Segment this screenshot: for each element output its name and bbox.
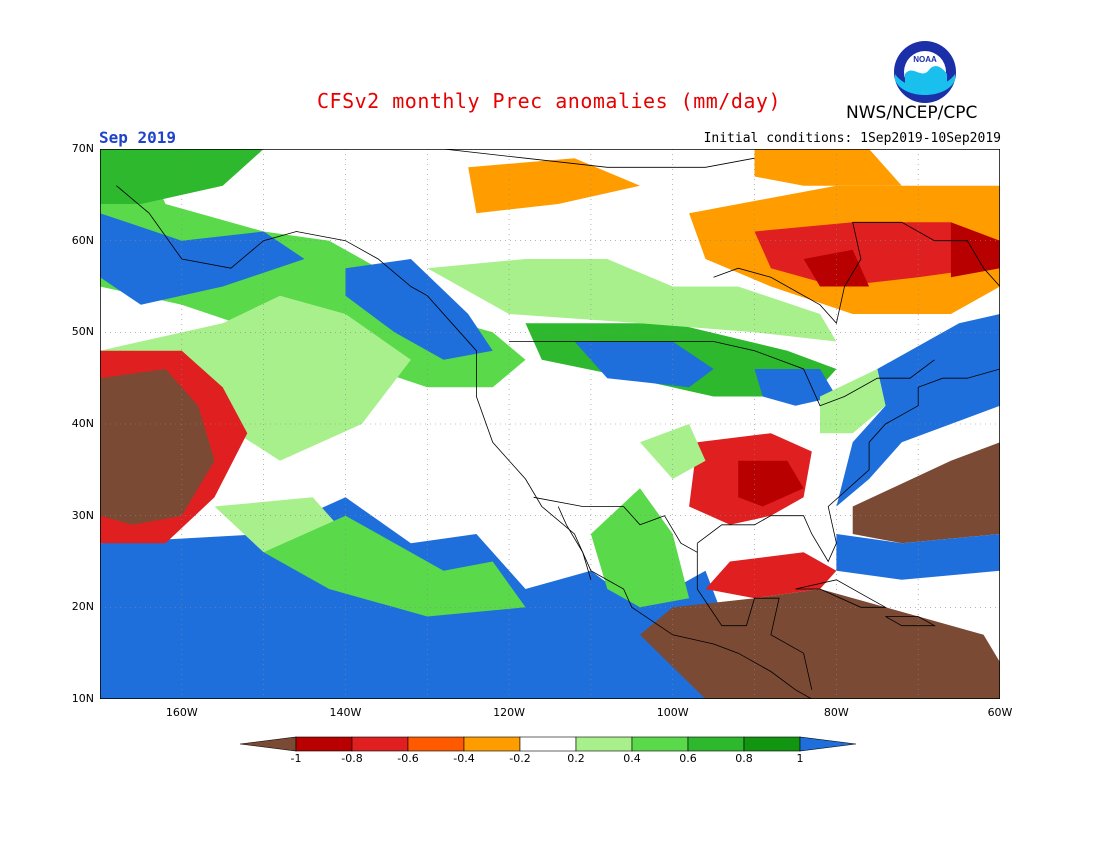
coast-arctic — [345, 149, 755, 168]
colorbar-segment — [519, 736, 577, 752]
colorbar-label: -0.8 — [341, 752, 363, 765]
anomaly-map — [100, 149, 1000, 699]
darkred-hudson — [803, 249, 870, 287]
latitude-label: 10N — [71, 692, 94, 705]
latitude-label: 50N — [71, 325, 94, 339]
brown-atlantic — [852, 442, 1000, 544]
coast-gulf-mexico-west — [696, 543, 813, 690]
coast-cuba — [795, 579, 888, 608]
longitude-label: 80W — [823, 706, 849, 719]
blue-atlantic-ne — [836, 314, 1000, 507]
colorbar-segment — [743, 736, 801, 752]
green-plains — [640, 424, 706, 479]
coast-gulf-california — [557, 506, 592, 580]
logo-text: NOAA — [913, 55, 937, 64]
green-northeast — [820, 369, 886, 434]
colorbar-segment — [575, 736, 633, 752]
colorbar-label: 0.2 — [567, 752, 585, 765]
month-label: Sep 2019 — [99, 128, 177, 147]
border-us-canada — [509, 341, 935, 407]
longitude-label: 60W — [987, 706, 1013, 719]
brown-west-blob — [100, 369, 215, 525]
longitude-label: 100W — [656, 706, 689, 719]
orange-arctic-canada — [754, 149, 902, 186]
orange-nw-canada — [468, 158, 640, 214]
chart-title: CFSv2 monthly Prec anomalies (mm/day) — [316, 89, 782, 113]
green-arctic — [100, 149, 264, 204]
colorbar-segment — [351, 736, 409, 752]
initial-conditions-label: Initial conditions: 1Sep2019-10Sep2019 — [703, 131, 1001, 146]
colorbar-label: 0.4 — [623, 752, 641, 765]
coast-hudson-labrador — [713, 221, 1000, 325]
coastlines — [116, 149, 1000, 699]
colorbar-label: -0.4 — [453, 752, 475, 765]
blue-atlantic-sub — [836, 534, 1000, 580]
colorbar-label: 0.8 — [735, 752, 753, 765]
lightgreen-npac — [100, 295, 411, 461]
green-mexico — [590, 488, 690, 608]
lightgreen-canada — [427, 259, 837, 342]
graticule — [100, 149, 1000, 699]
longitude-label: 120W — [493, 706, 526, 719]
latitude-label: 30N — [71, 508, 94, 522]
blue-gulf-alaska — [345, 259, 493, 360]
colorbar-segment — [463, 736, 521, 752]
border-us-mexico — [533, 496, 698, 553]
colorbar — [240, 736, 857, 752]
colorbar-label: 1 — [796, 752, 804, 765]
darkred-southeast-us — [738, 460, 804, 507]
latitude-label: 40N — [71, 417, 94, 430]
colorbar-segment — [631, 736, 689, 752]
coast-pacific — [116, 185, 812, 699]
colorbar-label: -0.6 — [397, 752, 419, 765]
colorbar-segment — [407, 736, 465, 752]
colorbar-label: 0.6 — [679, 752, 697, 765]
longitude-label: 140W — [329, 706, 362, 719]
colorbar-segment — [240, 736, 297, 752]
darkred-labrador — [950, 222, 1000, 278]
longitude-label: 160W — [165, 706, 198, 719]
colorbar-label: -1 — [290, 752, 302, 765]
coast-atlantic-us — [697, 368, 1000, 563]
latitude-label: 70N — [71, 142, 94, 155]
colorbar-label: -0.2 — [509, 752, 531, 765]
latitude-label: 60N — [71, 233, 94, 247]
latitude-label: 20N — [71, 600, 94, 614]
colorbar-segment — [687, 736, 745, 752]
agency-label: NWS/NCEP/CPC — [846, 103, 978, 123]
colorbar-segment — [799, 736, 857, 752]
anomaly-shading — [100, 149, 1000, 699]
red-gulf — [705, 552, 837, 599]
blue-north-us — [574, 341, 714, 388]
blue-bering — [100, 213, 305, 305]
noaa-logo: NOAA — [894, 41, 956, 103]
colorbar-segment — [295, 736, 353, 752]
green-pacific-mid — [263, 515, 526, 617]
coast-hispaniola — [885, 616, 937, 627]
